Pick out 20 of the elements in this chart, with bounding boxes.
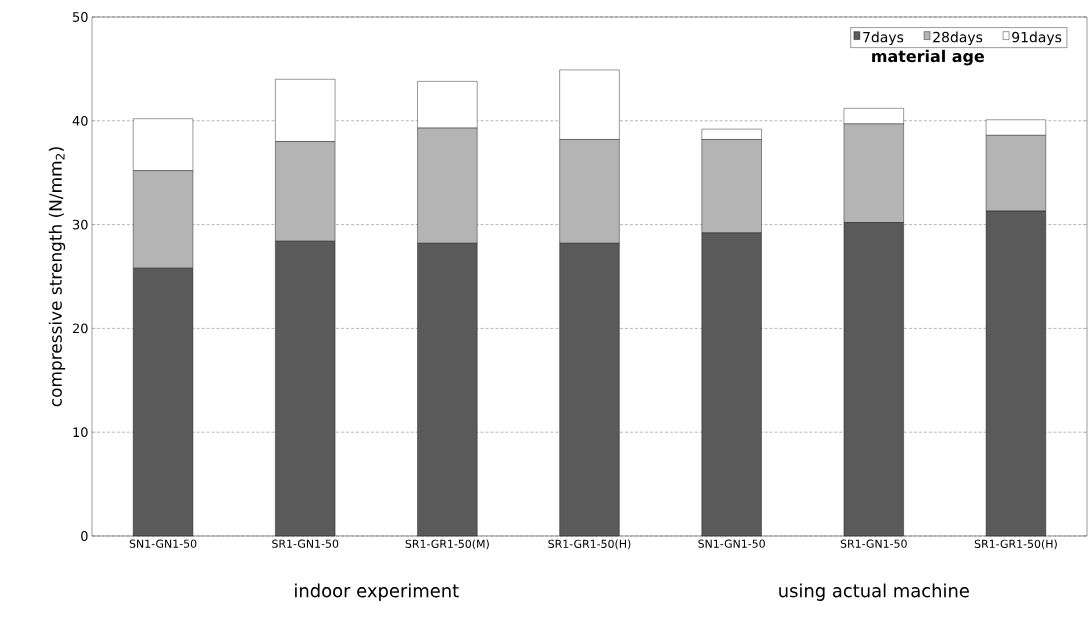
x-tick-label: SR1-GR1-50(H) <box>548 539 631 550</box>
y-tick-label: 40 <box>72 115 88 126</box>
legend-label: 28days <box>933 31 983 46</box>
legend-label: 91days <box>1012 31 1062 46</box>
legend-label: 7days <box>863 31 904 46</box>
y-tick-label: 0 <box>81 531 88 541</box>
x-tick-label: SN1-GN1-50 <box>129 539 197 548</box>
y-tick-label: 50 <box>73 12 88 22</box>
x-tick-label: SR1-GR1-50(H) <box>974 539 1057 550</box>
legend-title: material age <box>872 49 984 66</box>
x-tick-label: SR1-GR1-50(M) <box>405 539 489 550</box>
y-tick-label: 20 <box>72 323 88 334</box>
text: using actual machine <box>779 583 969 601</box>
y-axis-title: compressive strength (N/mm$_{2}$) <box>48 147 66 407</box>
text: indoor experiment <box>295 583 459 601</box>
x-tick-label: SN1-GN1-50 <box>698 539 765 548</box>
x-tick-label: SR1-GN1-50 <box>272 539 339 548</box>
y-tick-label: 30 <box>72 219 88 230</box>
y-tick-label: 10 <box>73 427 88 438</box>
x-tick-label: SR1-GN1-50 <box>840 539 907 548</box>
